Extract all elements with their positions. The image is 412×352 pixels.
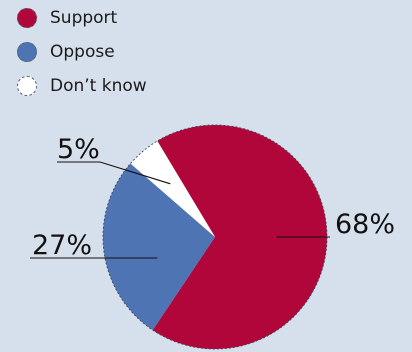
- legend-label-dont-know: Don’t know: [50, 76, 147, 96]
- data-label-oppose: 27%: [32, 230, 92, 261]
- data-label-support: 68%: [335, 209, 395, 240]
- legend-item-support: Support: [17, 7, 147, 29]
- pie-slice-dont-know: [130, 140, 215, 237]
- pie-slice-oppose: [103, 163, 215, 331]
- leader-line-dont-know: [57, 161, 171, 185]
- legend-swatch-support: [17, 8, 37, 28]
- legend-label-oppose: Oppose: [50, 42, 115, 62]
- legend: Support Oppose Don’t know: [17, 7, 147, 97]
- legend-swatch-dont-know: [17, 76, 37, 96]
- legend-swatch-oppose: [17, 42, 37, 62]
- legend-label-support: Support: [50, 8, 118, 28]
- pie-slice-support: [152, 125, 327, 349]
- legend-item-dont-know: Don’t know: [17, 75, 147, 97]
- data-label-dont-know: 5%: [57, 134, 100, 165]
- legend-item-oppose: Oppose: [17, 41, 147, 63]
